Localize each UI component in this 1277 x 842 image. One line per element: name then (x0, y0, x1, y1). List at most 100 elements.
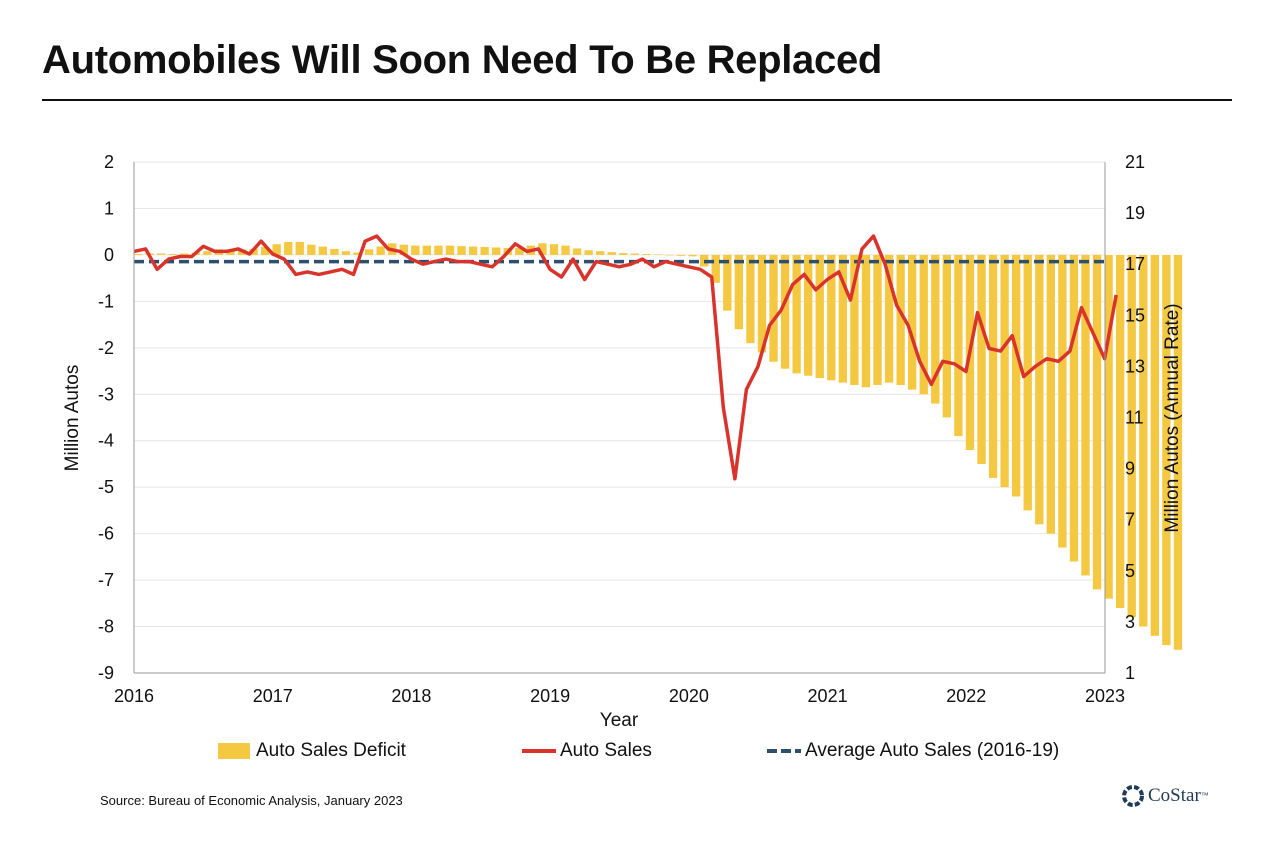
deficit-bar (734, 254, 744, 330)
deficit-bar (676, 254, 686, 256)
deficit-bar (584, 250, 593, 255)
deficit-bar (318, 246, 328, 255)
deficit-bar (977, 254, 986, 464)
x-tick-label: 2017 (253, 686, 293, 706)
deficit-bar (1150, 254, 1159, 636)
deficit-bar (873, 254, 882, 385)
y-right-tick-label: 1 (1125, 663, 1135, 683)
deficit-bar (376, 246, 385, 255)
deficit-bar (341, 251, 351, 255)
deficit-bar (896, 254, 905, 385)
deficit-bar (596, 251, 605, 255)
legend-label-sales: Auto Sales (560, 740, 652, 761)
y-right-tick-label: 7 (1125, 510, 1135, 530)
deficit-bar (815, 254, 824, 379)
x-tick-label: 2021 (808, 686, 848, 706)
deficit-bar (284, 241, 293, 255)
y-right-tick-label: 17 (1125, 254, 1145, 274)
deficit-bar (364, 249, 374, 255)
logo-trademark: ™ (1200, 791, 1209, 800)
y-left-tick-label: -4 (98, 431, 114, 451)
axes: 210-1-2-3-4-5-6-7-8-92119171513119753120… (98, 152, 1145, 706)
deficit-bar (1012, 254, 1021, 497)
legend-swatch-average (767, 749, 801, 753)
legend-item-average: Average Auto Sales (2016-19) (767, 740, 1059, 762)
y-axis-left-title: Million Autos (62, 365, 83, 472)
deficit-bar (156, 253, 166, 255)
x-tick-label: 2019 (530, 686, 570, 706)
deficit-bar (330, 248, 339, 255)
deficit-bar (434, 245, 443, 255)
deficit-bar (468, 246, 478, 255)
deficit-bar (884, 254, 894, 383)
deficit-bar (988, 254, 998, 478)
deficit-bar (272, 244, 281, 255)
x-tick-label: 2022 (946, 686, 986, 706)
title-divider (42, 99, 1232, 101)
deficit-bar (1069, 254, 1079, 562)
costar-logo: CoStar ™ (1122, 785, 1209, 807)
deficit-bar (838, 254, 848, 383)
x-tick-label: 2020 (669, 686, 709, 706)
y-left-tick-label: -6 (98, 524, 114, 544)
deficit-bar (804, 254, 813, 376)
deficit-bar (769, 254, 778, 362)
y-right-tick-label: 13 (1125, 356, 1145, 376)
deficit-bar (457, 246, 466, 255)
deficit-bar (1162, 254, 1171, 646)
y-left-tick-label: -7 (98, 570, 114, 590)
y-right-tick-label: 3 (1125, 612, 1135, 632)
deficit-bar (1173, 254, 1183, 650)
deficit-bar (919, 254, 928, 395)
deficit-bar (1000, 254, 1009, 488)
legend-label-average: Average Auto Sales (2016-19) (805, 740, 1060, 761)
deficit-bar (260, 247, 270, 255)
deficit-bar (492, 247, 501, 255)
sales-line-layer (133, 234, 1118, 481)
deficit-bar (780, 254, 790, 369)
deficit-bar (203, 251, 212, 255)
deficit-bar (653, 254, 663, 255)
legend-swatch-deficit (218, 743, 250, 759)
logo-text: CoStar (1148, 785, 1201, 806)
y-right-tick-label: 19 (1125, 203, 1145, 223)
deficit-bar (1035, 254, 1044, 525)
y-left-tick-label: -1 (98, 291, 114, 311)
deficit-bar (295, 241, 304, 255)
deficit-bar (954, 254, 963, 437)
y-left-tick-label: 1 (104, 198, 114, 218)
deficit-bar (549, 244, 559, 255)
deficit-bar (572, 248, 582, 255)
y-left-tick-label: -9 (98, 663, 114, 683)
deficit-bar (665, 254, 674, 256)
deficit-bar (827, 254, 836, 381)
y-right-tick-label: 15 (1125, 305, 1145, 325)
source-note: Source: Bureau of Economic Analysis, Jan… (100, 793, 403, 808)
legend-item-deficit: Auto Sales Deficit (218, 740, 406, 762)
y-right-tick-label: 11 (1125, 408, 1144, 428)
deficit-bar (792, 254, 801, 374)
deficit-bar (445, 245, 455, 255)
deficit-bar (422, 245, 432, 255)
deficit-bar (942, 254, 952, 418)
deficit-bar (561, 245, 570, 255)
deficit-bar (711, 254, 720, 283)
chart-canvas: 210-1-2-3-4-5-6-7-8-92119171513119753120… (62, 152, 1183, 730)
deficit-bar (746, 254, 755, 344)
x-axis-title: Year (600, 710, 639, 730)
y-right-tick-label: 21 (1125, 152, 1145, 172)
deficit-bar (723, 254, 732, 311)
y-left-tick-label: 2 (104, 152, 114, 172)
deficit-bar (538, 243, 547, 255)
legend-swatch-sales (522, 749, 556, 753)
deficit-bar (908, 254, 917, 390)
legend-label-deficit: Auto Sales Deficit (256, 740, 406, 761)
legend-item-sales: Auto Sales (522, 740, 652, 762)
deficit-bar (1058, 254, 1067, 548)
deficit-bar (1023, 254, 1032, 511)
y-left-tick-label: 0 (104, 245, 114, 265)
deficit-bar (1127, 254, 1136, 618)
deficit-bar (307, 244, 316, 255)
auto-sales-line (133, 234, 1118, 481)
deficit-bar (1139, 254, 1148, 627)
